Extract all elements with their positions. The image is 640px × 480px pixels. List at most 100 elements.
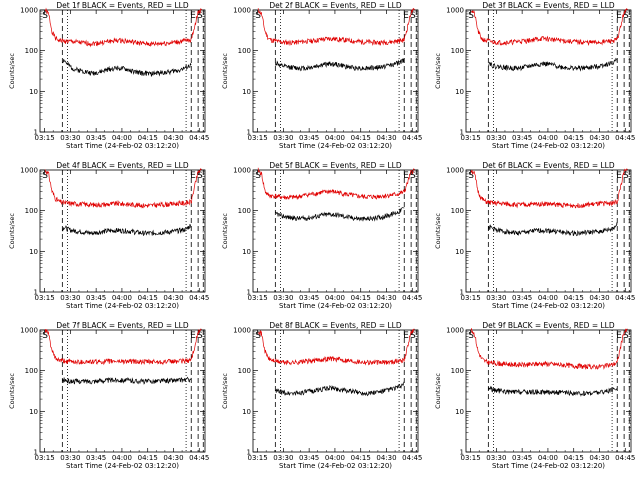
y-axis-label: Counts/sec <box>8 373 16 409</box>
lld-series-line <box>44 328 202 366</box>
x-tick-label: 04:00 <box>325 454 345 462</box>
y-tick-label: 100 <box>451 47 464 55</box>
y-axis-label: Counts/sec <box>221 213 229 249</box>
x-tick-label: 04:15 <box>138 294 158 302</box>
events-series-line <box>62 58 192 77</box>
chart-svg: Det 3f BLACK = Events, RED = LLD 1 10 100 10… <box>434 1 635 150</box>
plot-frame <box>252 9 419 133</box>
x-tick-label: 04:30 <box>376 294 396 302</box>
x-tick-label: 03:15 <box>247 454 267 462</box>
x-axis-label: Start Time (24-Feb-02 03:12:20) <box>66 462 179 470</box>
y-tick-label: 10 <box>455 248 464 256</box>
interval-marker-label: S <box>623 11 629 21</box>
y-tick-label: 10 <box>455 408 464 416</box>
x-tick-label: 03:30 <box>486 454 506 462</box>
chart-title: Det 4f BLACK = Events, RED = LLD <box>56 161 189 170</box>
x-tick-label: 03:45 <box>299 294 319 302</box>
chart-svg: Det 1f BLACK = Events, RED = LLD 1 10 100 10… <box>8 1 209 150</box>
x-tick-label: 03:15 <box>247 134 267 142</box>
detector-panel: Det 2f BLACK = Events, RED = LLD 1 10 100 10… <box>213 0 426 160</box>
y-axis-label: Counts/sec <box>8 213 16 249</box>
x-tick-label: 04:45 <box>402 454 422 462</box>
x-tick-label: 03:15 <box>460 454 480 462</box>
y-tick-label: 1000 <box>446 167 464 175</box>
interval-marker-label: S <box>42 11 48 21</box>
y-tick-label: 10 <box>29 408 38 416</box>
y-tick-label: 1 <box>460 449 464 457</box>
y-tick-label: 1000 <box>20 167 38 175</box>
y-tick-label: 1000 <box>233 7 251 15</box>
y-tick-label: 100 <box>25 367 38 375</box>
x-tick-label: 03:45 <box>299 134 319 142</box>
x-tick-label: 03:15 <box>460 134 480 142</box>
chart-svg: Det 2f BLACK = Events, RED = LLD 1 10 100 10… <box>221 1 422 150</box>
interval-marker-label: E <box>403 171 409 181</box>
y-tick-label: 1 <box>34 289 38 297</box>
y-tick-label: 1 <box>247 449 251 457</box>
y-axis-label: Counts/sec <box>434 53 442 89</box>
detector-panel: Det 9f BLACK = Events, RED = LLD 1 10 100 10… <box>426 320 639 480</box>
lld-series-line <box>257 8 415 47</box>
interval-marker-label: S <box>197 331 203 341</box>
events-series-line <box>61 376 192 385</box>
y-tick-label: 100 <box>238 207 251 215</box>
y-tick-label: 100 <box>451 207 464 215</box>
interval-marker-label: E <box>616 331 622 341</box>
interval-marker-label: S <box>42 171 48 181</box>
x-tick-label: 04:15 <box>351 294 371 302</box>
x-tick-label: 03:30 <box>486 134 506 142</box>
x-tick-label: 03:45 <box>86 134 106 142</box>
detector-panel: Det 7f BLACK = Events, RED = LLD 1 10 100 10… <box>0 320 213 480</box>
chart-svg: Det 8f BLACK = Events, RED = LLD 1 10 100 10… <box>221 321 422 470</box>
chart-svg: Det 5f BLACK = Events, RED = LLD 1 10 100 10… <box>221 161 422 310</box>
x-axis-label: Start Time (24-Feb-02 03:12:20) <box>279 302 392 310</box>
plot-frame <box>39 169 206 293</box>
y-tick-label: 10 <box>242 408 251 416</box>
detector-panel: Det 4f BLACK = Events, RED = LLD 1 10 100 10… <box>0 160 213 320</box>
x-tick-label: 03:30 <box>273 134 293 142</box>
y-tick-label: 100 <box>238 47 251 55</box>
x-tick-label: 03:45 <box>299 454 319 462</box>
x-tick-label: 04:15 <box>138 134 158 142</box>
events-series-line <box>487 385 618 397</box>
y-tick-label: 10 <box>455 88 464 96</box>
y-tick-label: 10 <box>29 88 38 96</box>
events-series-line <box>275 381 405 397</box>
y-axis-label: Counts/sec <box>221 53 229 89</box>
chart-title: Det 5f BLACK = Events, RED = LLD <box>269 161 402 170</box>
y-tick-label: 10 <box>242 248 251 256</box>
lld-series-line <box>44 7 202 48</box>
y-axis-label: Counts/sec <box>434 213 442 249</box>
x-tick-label: 04:45 <box>189 134 209 142</box>
x-tick-label: 04:45 <box>402 294 422 302</box>
interval-marker-label: S <box>255 11 261 21</box>
x-tick-label: 04:30 <box>589 294 609 302</box>
plot-frame <box>39 9 206 133</box>
x-tick-label: 04:45 <box>189 454 209 462</box>
x-tick-label: 04:15 <box>138 454 158 462</box>
chart-title: Det 6f BLACK = Events, RED = LLD <box>482 161 615 170</box>
events-series-line <box>275 207 405 222</box>
x-tick-label: 04:00 <box>325 134 345 142</box>
x-tick-label: 04:30 <box>376 454 396 462</box>
chart-title: Det 2f BLACK = Events, RED = LLD <box>269 1 402 10</box>
x-tick-label: 04:00 <box>112 134 132 142</box>
chart-svg: Det 6f BLACK = Events, RED = LLD 1 10 100 10… <box>434 161 635 310</box>
detector-panel: Det 3f BLACK = Events, RED = LLD 1 10 100 10… <box>426 0 639 160</box>
y-tick-label: 1000 <box>446 327 464 335</box>
x-axis-label: Start Time (24-Feb-02 03:12:20) <box>66 302 179 310</box>
interval-marker-label: E <box>403 11 409 21</box>
interval-marker-label: E <box>403 331 409 341</box>
x-tick-label: 04:00 <box>538 294 558 302</box>
x-tick-label: 03:15 <box>34 454 54 462</box>
y-tick-label: 10 <box>29 248 38 256</box>
x-tick-label: 04:30 <box>163 134 183 142</box>
x-axis-label: Start Time (24-Feb-02 03:12:20) <box>492 142 605 150</box>
lld-series-line <box>470 328 628 370</box>
y-tick-label: 1 <box>34 449 38 457</box>
chart-title: Det 3f BLACK = Events, RED = LLD <box>482 1 615 10</box>
x-tick-label: 03:30 <box>486 294 506 302</box>
chart-svg: Det 9f BLACK = Events, RED = LLD 1 10 100 10… <box>434 321 635 470</box>
x-axis-label: Start Time (24-Feb-02 03:12:20) <box>492 462 605 470</box>
